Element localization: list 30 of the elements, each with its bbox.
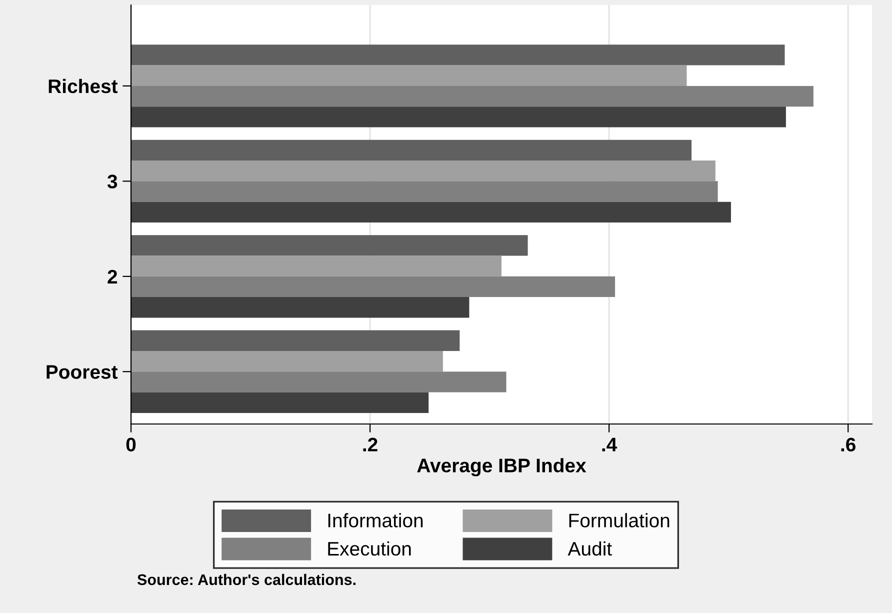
bar bbox=[131, 330, 460, 351]
y-tick-label: 2 bbox=[108, 270, 118, 284]
bar bbox=[131, 160, 716, 182]
legend-label: Audit bbox=[568, 541, 612, 556]
bar bbox=[131, 392, 429, 413]
x-tick-label: .6 bbox=[841, 438, 856, 452]
bar bbox=[131, 372, 506, 392]
bar bbox=[131, 65, 687, 86]
bar bbox=[131, 235, 528, 256]
bar bbox=[131, 202, 731, 222]
bar bbox=[131, 276, 616, 298]
legend-label: Execution bbox=[328, 541, 411, 556]
bar bbox=[131, 256, 502, 276]
x-tick-label: .2 bbox=[363, 438, 378, 452]
bar bbox=[131, 106, 786, 128]
legend-label: Information bbox=[328, 513, 423, 528]
y-tick-label: 3 bbox=[107, 174, 118, 188]
x-tick-label: 0 bbox=[126, 438, 136, 452]
bar bbox=[131, 44, 785, 66]
bar bbox=[131, 297, 470, 318]
legend-label: Formulation bbox=[569, 513, 670, 528]
y-tick-label: Poorest bbox=[46, 365, 118, 379]
x-tick-label: .4 bbox=[602, 438, 618, 452]
source-note: Source: Author's calculations. bbox=[137, 574, 356, 586]
bar bbox=[131, 350, 443, 372]
y-tick-label: Richest bbox=[48, 78, 118, 94]
bar bbox=[131, 181, 718, 202]
x-axis-title: Average IBP Index bbox=[417, 458, 586, 476]
bar bbox=[131, 140, 692, 161]
bar bbox=[131, 86, 814, 107]
